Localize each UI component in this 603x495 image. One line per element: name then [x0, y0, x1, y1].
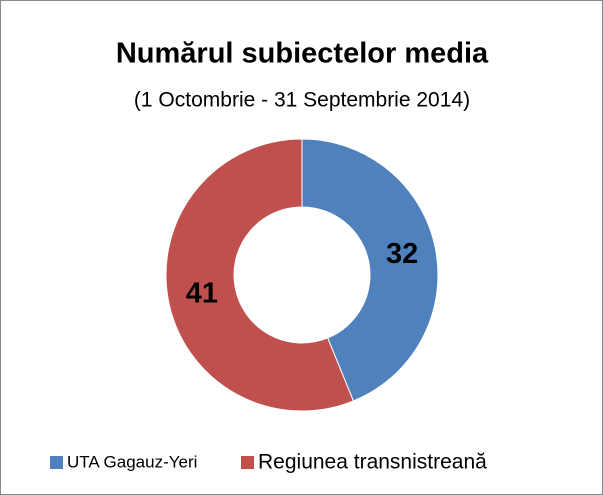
donut-slice: [165, 138, 355, 412]
data-label: 41: [186, 277, 218, 309]
data-label: 32: [386, 238, 418, 270]
legend-label: Regiunea transnistreană: [258, 451, 487, 474]
donut-slice: [301, 138, 439, 402]
chart-subtitle: (1 Octombrie - 31 Septembrie 2014): [134, 89, 470, 112]
legend-label: UTA Gagauz-Yeri: [67, 452, 197, 471]
legend-swatch: [50, 456, 63, 469]
chart-title: Numărul subiectelor media: [116, 38, 489, 70]
legend-swatch: [241, 456, 254, 469]
